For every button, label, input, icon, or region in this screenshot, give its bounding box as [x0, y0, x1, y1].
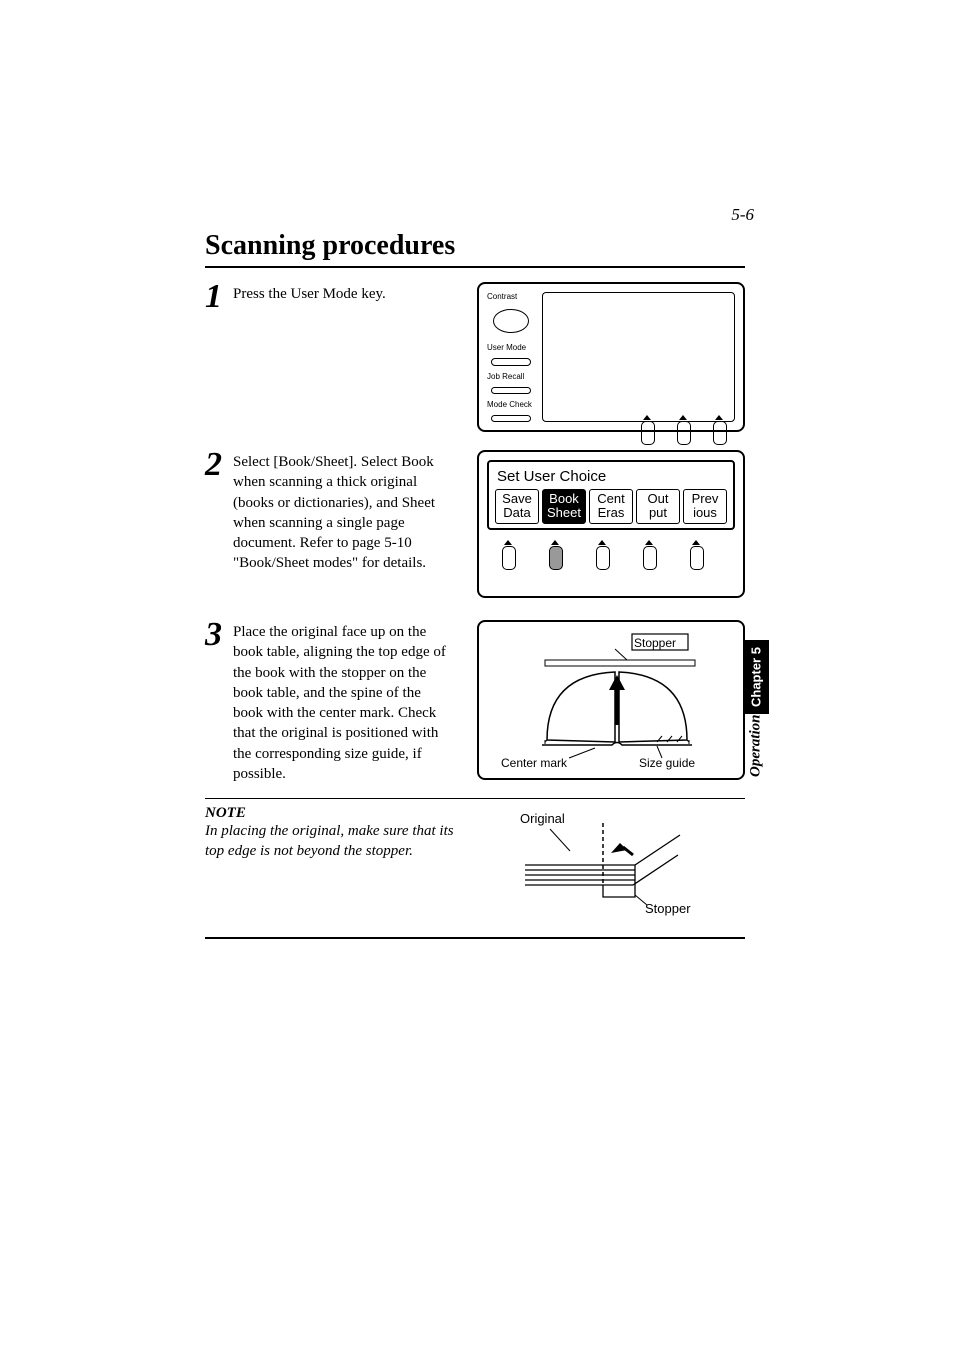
note-title: NOTE [205, 805, 455, 822]
step-number: 3 [205, 618, 233, 652]
book-svg [487, 630, 737, 772]
step-number: 2 [205, 448, 233, 482]
bottom-divider [205, 937, 745, 939]
step-number: 1 [205, 280, 233, 314]
opt-line1: Save [496, 492, 538, 506]
stopper-label-2: Stopper [645, 901, 691, 916]
step-1-figure: Contrast User Mode Job Recall Mode Check [453, 282, 745, 432]
step-text: Place the original face up on the book t… [233, 620, 453, 784]
control-panel-diagram: Contrast User Mode Job Recall Mode Check [477, 282, 745, 432]
opt-line2: ious [684, 506, 726, 520]
chapter-tab: Chapter 5 [743, 640, 769, 714]
stopper-label: Stopper [634, 636, 676, 650]
display-area [542, 292, 735, 422]
mode-check-label: Mode Check [487, 400, 532, 409]
lcd-title: Set User Choice [495, 468, 727, 485]
opt-line1: Out [637, 492, 679, 506]
job-recall-label: Job Recall [487, 372, 532, 381]
note-figure: Original Stopper [455, 805, 745, 925]
center-mark-label: Center mark [501, 756, 567, 770]
note-body: In placing the original, make sure that … [205, 822, 455, 861]
lcd-options: Save Data Book Sheet Cent Eras Out [495, 489, 727, 524]
section-tab: Operation [743, 714, 769, 778]
user-mode-label: User Mode [487, 343, 532, 352]
step-2: 2 Select [Book/Sheet]. Select Book when … [205, 450, 745, 598]
opt-line2: Eras [590, 506, 632, 520]
job-recall-button [491, 387, 531, 394]
opt-book-sheet: Book Sheet [542, 489, 586, 524]
step-3: 3 Place the original face up on the book… [205, 620, 745, 784]
step-text: Press the User Mode key. [233, 282, 453, 304]
step-1: 1 Press the User Mode key. Contrast User… [205, 282, 745, 432]
opt-line2: Data [496, 506, 538, 520]
note-text: NOTE In placing the original, make sure … [205, 805, 455, 861]
step-3-figure: Stopper Center mark Size guide [453, 620, 745, 780]
step-text: Select [Book/Sheet]. Select Book when sc… [233, 450, 453, 574]
opt-cent-eras: Cent Eras [589, 489, 633, 524]
opt-save-data: Save Data [495, 489, 539, 524]
original-placement-svg: Original Stopper [485, 805, 715, 925]
opt-line1: Cent [590, 492, 632, 506]
left-controls: Contrast User Mode Job Recall Mode Check [487, 292, 532, 422]
size-guide-label: Size guide [639, 756, 695, 770]
user-mode-button [491, 358, 531, 365]
opt-line2: put [637, 506, 679, 520]
contrast-label: Contrast [487, 292, 532, 301]
page-number: 5-6 [731, 205, 754, 225]
step-2-figure: Set User Choice Save Data Book Sheet Cen… [453, 450, 745, 598]
opt-line1: Book [543, 492, 585, 506]
main-title: Scanning procedures [205, 230, 745, 268]
lcd-screen: Set User Choice Save Data Book Sheet Cen… [487, 460, 735, 530]
book-placement-diagram: Stopper Center mark Size guide [477, 620, 745, 780]
opt-output: Out put [636, 489, 680, 524]
mode-check-button [491, 415, 531, 422]
opt-line1: Prev [684, 492, 726, 506]
opt-line2: Sheet [543, 506, 585, 520]
note-section: NOTE In placing the original, make sure … [205, 805, 745, 925]
contrast-dial [493, 309, 529, 333]
lcd-panel-diagram: Set User Choice Save Data Book Sheet Cen… [477, 450, 745, 598]
content-area: Scanning procedures 1 Press the User Mod… [205, 230, 745, 939]
original-label: Original [520, 811, 565, 826]
note-divider [205, 798, 745, 799]
opt-previous: Prev ious [683, 489, 727, 524]
side-tab: Chapter 5 Operation [743, 640, 769, 774]
